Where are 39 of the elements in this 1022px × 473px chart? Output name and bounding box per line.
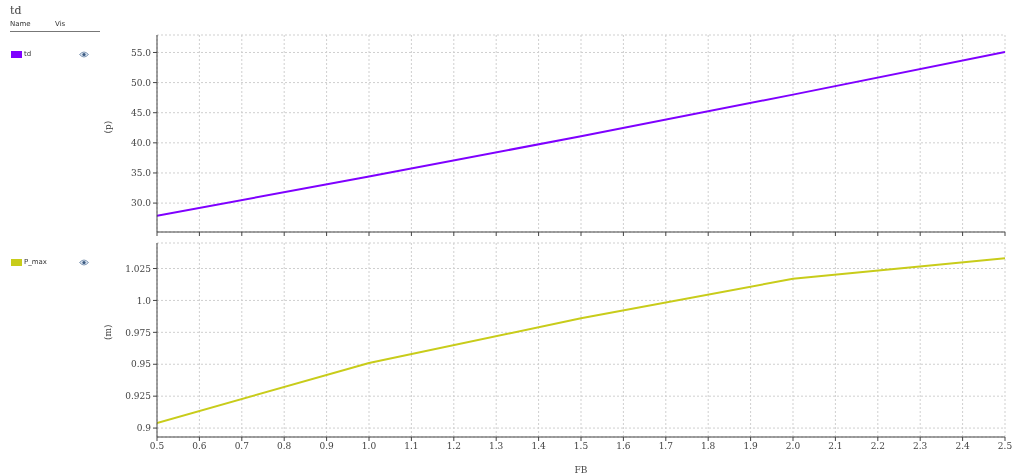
x-tick-label: 1.2 (446, 441, 461, 452)
y-tick-label: 0.925 (125, 391, 152, 402)
x-tick-label: 1.6 (616, 441, 631, 452)
y-tick-label: 30.0 (130, 198, 152, 209)
y-tick-label: 0.9 (136, 423, 152, 434)
x-tick-label: 0.5 (149, 441, 165, 452)
x-axis-title: FB (574, 465, 588, 473)
x-tick-label: 2.0 (785, 441, 801, 452)
line-series (157, 50, 1005, 217)
y-tick-label: 45.0 (130, 107, 152, 118)
legend-title: td (10, 4, 22, 17)
x-tick-label: 0.8 (277, 441, 292, 452)
line-series (157, 257, 1005, 424)
y-tick-label: 50.0 (130, 77, 152, 88)
x-tick-label: 1.9 (743, 441, 759, 452)
x-tick-label: 2.2 (870, 441, 885, 452)
y-tick-label: 0.95 (130, 359, 152, 370)
x-tick-label: 1.8 (701, 441, 716, 452)
y-tick-label: 35.0 (130, 168, 152, 179)
y-tick-label: 1.025 (125, 263, 152, 274)
x-tick-label: 0.9 (319, 441, 335, 452)
y-axis-title: (m) (103, 324, 114, 340)
x-tick-label: 0.7 (234, 441, 250, 452)
x-tick-label: 1.1 (404, 441, 419, 452)
x-tick-label: 0.6 (192, 441, 207, 452)
y-tick-label: 0.975 (125, 327, 152, 338)
y-tick-label: 55.0 (130, 47, 152, 58)
x-tick-label: 2.5 (997, 441, 1013, 452)
x-tick-label: 1.4 (531, 441, 547, 452)
x-tick-label: 1.0 (361, 441, 377, 452)
x-tick-label: 1.7 (658, 441, 674, 452)
x-tick-label: 2.1 (828, 441, 843, 452)
y-axis-title: (p) (103, 120, 114, 134)
x-tick-label: 1.3 (489, 441, 504, 452)
y-tick-label: 40.0 (130, 138, 152, 149)
x-tick-label: 2.4 (955, 441, 971, 452)
x-tick-label: 1.5 (573, 441, 589, 452)
x-tick-label: 2.3 (913, 441, 928, 452)
y-tick-label: 1.0 (136, 295, 152, 306)
